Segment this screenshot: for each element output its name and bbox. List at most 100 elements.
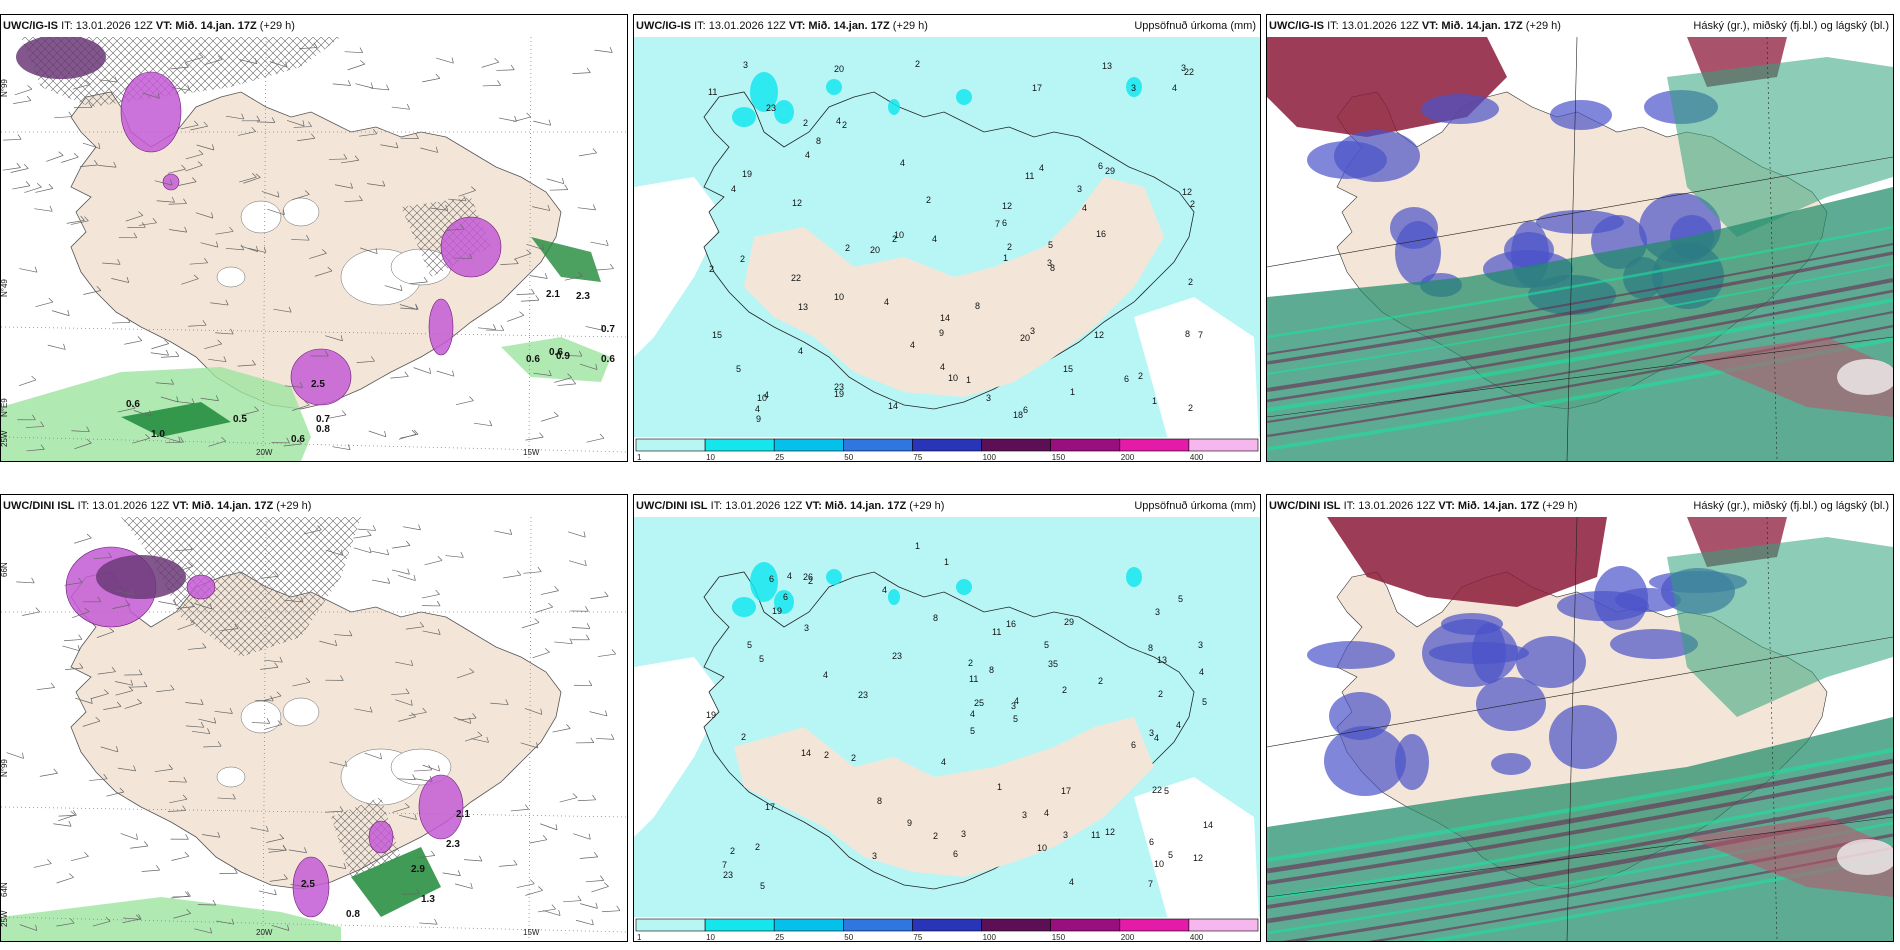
panel-header: UWC/DINI ISL IT: 13.01.2026 12Z VT: Mið.… (1267, 495, 1893, 517)
accum-value-label: 6 (1023, 405, 1028, 415)
wind-barb (344, 195, 363, 203)
wind-barb (36, 682, 55, 691)
grid-line (1267, 336, 1893, 418)
map-clouds[interactable] (1267, 37, 1893, 461)
wind-barb (364, 752, 382, 760)
wind-barb (117, 765, 137, 772)
wind-barb (200, 241, 219, 248)
panel-subtitle: Háský (gr.), miðský (fj.bl.) og lágský (… (1693, 500, 1889, 512)
accum-value-label: 6 (1124, 374, 1129, 384)
wind-barb (194, 927, 213, 934)
precip-value-label: 0.6 (291, 434, 305, 445)
colorbar-label: 50 (844, 933, 853, 941)
wind-barb (575, 737, 595, 744)
accum-value-label: 7 (722, 860, 727, 870)
colorbar-label: 10 (706, 453, 715, 461)
wind-barb (325, 549, 344, 556)
wind-barb (53, 820, 72, 827)
wind-barb (2, 162, 21, 171)
panel-subtitle: Uppsöfnuð úrkoma (mm) (1134, 20, 1256, 32)
wind-barb (210, 299, 229, 306)
accum-value-label: 9 (756, 414, 761, 424)
wind-barb (82, 142, 101, 149)
precip-shade-magenta (186, 574, 216, 600)
accum-value-label: 3 (1077, 184, 1082, 194)
wind-barb (102, 259, 121, 265)
wind-barb (353, 547, 372, 554)
precip-shade-magenta (440, 216, 502, 278)
colorbar-swatch (912, 918, 982, 932)
accum-value-label: 19 (834, 389, 844, 399)
map-precip-wind[interactable]: 66N N°99 64N 25W 20W 15W 0.8 1.3 2.9 2.3 2.1 2.5 (1, 517, 627, 941)
colorbar-label: 400 (1190, 453, 1204, 461)
wind-barb (3, 134, 22, 141)
wind-barb (557, 378, 576, 386)
wind-barb (571, 634, 590, 641)
precip-shade (732, 107, 756, 127)
wind-barb (122, 914, 141, 924)
wind-barb (595, 263, 614, 271)
accum-value-label: 8 (975, 301, 980, 311)
accum-value-label: 2 (842, 120, 847, 130)
precip-value-label: 0.7 (601, 324, 615, 335)
wind-barb (314, 266, 333, 277)
accum-value-label: 20 (1020, 333, 1030, 343)
map-clouds[interactable] (1267, 517, 1893, 941)
map-precip-wind[interactable]: N°99 N°49 N°E9 25W 20W 15W 0.6 0.5 1.0 0.6 0.7 0.8 0… (1, 37, 627, 461)
wind-barb (195, 212, 214, 219)
wind-barb (292, 677, 311, 687)
panel-subtitle: Háský (gr.), miðský (fj.bl.) og lágský (… (1693, 20, 1889, 32)
map-accumulated-precip[interactable]: 17 4 22 14 16 12 11 35 5 2 2 1 4 6 6 9 7 8 10 17 14 29 23 23 26 1… (634, 517, 1260, 941)
wind-barb (572, 67, 591, 74)
wind-barb (170, 834, 189, 840)
wind-barb (155, 378, 174, 385)
precip-value-label: 0.6 (601, 354, 615, 365)
wind-barb (573, 680, 593, 686)
accum-value-label: 16 (1096, 229, 1106, 239)
accum-value-label: 4 (798, 346, 803, 356)
wind-barb (525, 432, 544, 441)
wind-barb (103, 701, 122, 710)
colorbar-label: 25 (775, 933, 784, 941)
accum-value-label: 3 (1047, 258, 1052, 268)
wind-barb (485, 325, 505, 331)
wind-barb (359, 129, 378, 137)
wind-barb (204, 339, 223, 349)
cloud-streak (1267, 747, 1893, 863)
colorbar-label: 1 (637, 933, 642, 941)
wind-barb (99, 76, 118, 83)
wind-barb (445, 224, 465, 231)
accum-value-label: 3 (1063, 830, 1068, 840)
accum-value-label: 4 (900, 158, 905, 168)
wind-barb (178, 177, 197, 186)
accum-value-label: 3 (1131, 83, 1136, 93)
accum-value-label: 5 (1178, 594, 1183, 604)
wind-barb (264, 720, 283, 730)
wind-barb (63, 634, 83, 642)
cloud-streak (1267, 758, 1893, 874)
wind-barb (129, 681, 148, 688)
wind-barb (263, 691, 282, 701)
precip-shade (826, 79, 842, 95)
wind-barb (26, 444, 45, 452)
wind-barb (303, 525, 322, 535)
precip-value-label: 0.6 (126, 399, 140, 410)
wind-barb (72, 80, 91, 90)
wind-barb (13, 95, 32, 104)
wind-barb (571, 623, 591, 629)
wind-barb (138, 218, 157, 226)
accum-value-label: 4 (755, 404, 760, 414)
wind-barb (79, 160, 99, 167)
precip-value-label: 2.1 (546, 289, 560, 300)
wind-barb (310, 350, 329, 357)
precip-shade (956, 579, 972, 595)
accum-value-label: 2 (1138, 371, 1143, 381)
accum-value-label: 6 (769, 574, 774, 584)
map-accumulated-precip[interactable]: 14 18 23 15 20 23 2 1 2 4 3 10 10 9 17 7 19 19 20 11 20 22 12 1… (634, 37, 1260, 461)
wind-barb (165, 437, 184, 444)
panel-ig-precip-wind: UWC/IG-IS IT: 13.01.2026 12Z VT: Mið. 14… (0, 14, 628, 462)
colorbar-label: 100 (983, 453, 997, 461)
panel-header: UWC/DINI ISL IT: 13.01.2026 12Z VT: Mið.… (634, 495, 1260, 517)
grid-line (1, 916, 627, 933)
colorbar-swatch (704, 438, 775, 452)
